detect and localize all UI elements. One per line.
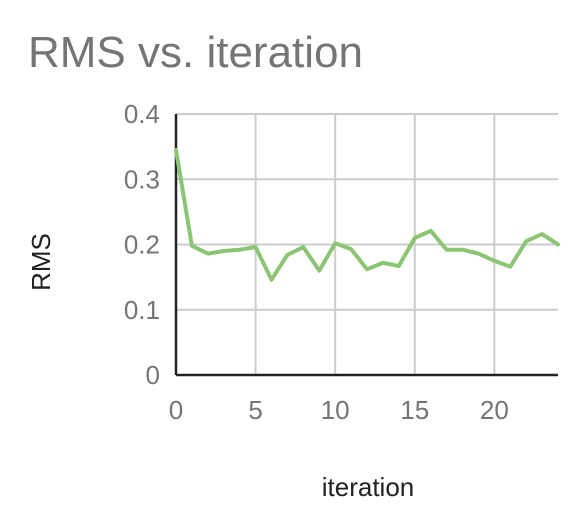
series-line — [174, 147, 560, 282]
x-tick-label: 0 — [169, 395, 183, 425]
y-tick-label: 0.4 — [124, 99, 160, 129]
x-axis-label: iteration — [322, 472, 415, 502]
x-tick-labels: 0 5 10 15 20 — [169, 395, 509, 425]
x-tick-label: 15 — [400, 395, 429, 425]
x-tick-label: 20 — [480, 395, 509, 425]
chart-title: RMS vs. iteration — [28, 28, 363, 77]
x-tick-label: 5 — [248, 395, 262, 425]
x-tick-label: 10 — [321, 395, 350, 425]
y-tick-label: 0 — [146, 360, 160, 390]
y-axis-label: RMS — [26, 233, 56, 291]
y-tick-label: 0.2 — [124, 230, 160, 260]
gridlines — [176, 113, 558, 375]
y-tick-label: 0.1 — [124, 295, 160, 325]
series-group — [174, 147, 560, 282]
y-tick-labels: 0 0.1 0.2 0.3 0.4 — [124, 99, 160, 390]
y-tick-label: 0.3 — [124, 164, 160, 194]
